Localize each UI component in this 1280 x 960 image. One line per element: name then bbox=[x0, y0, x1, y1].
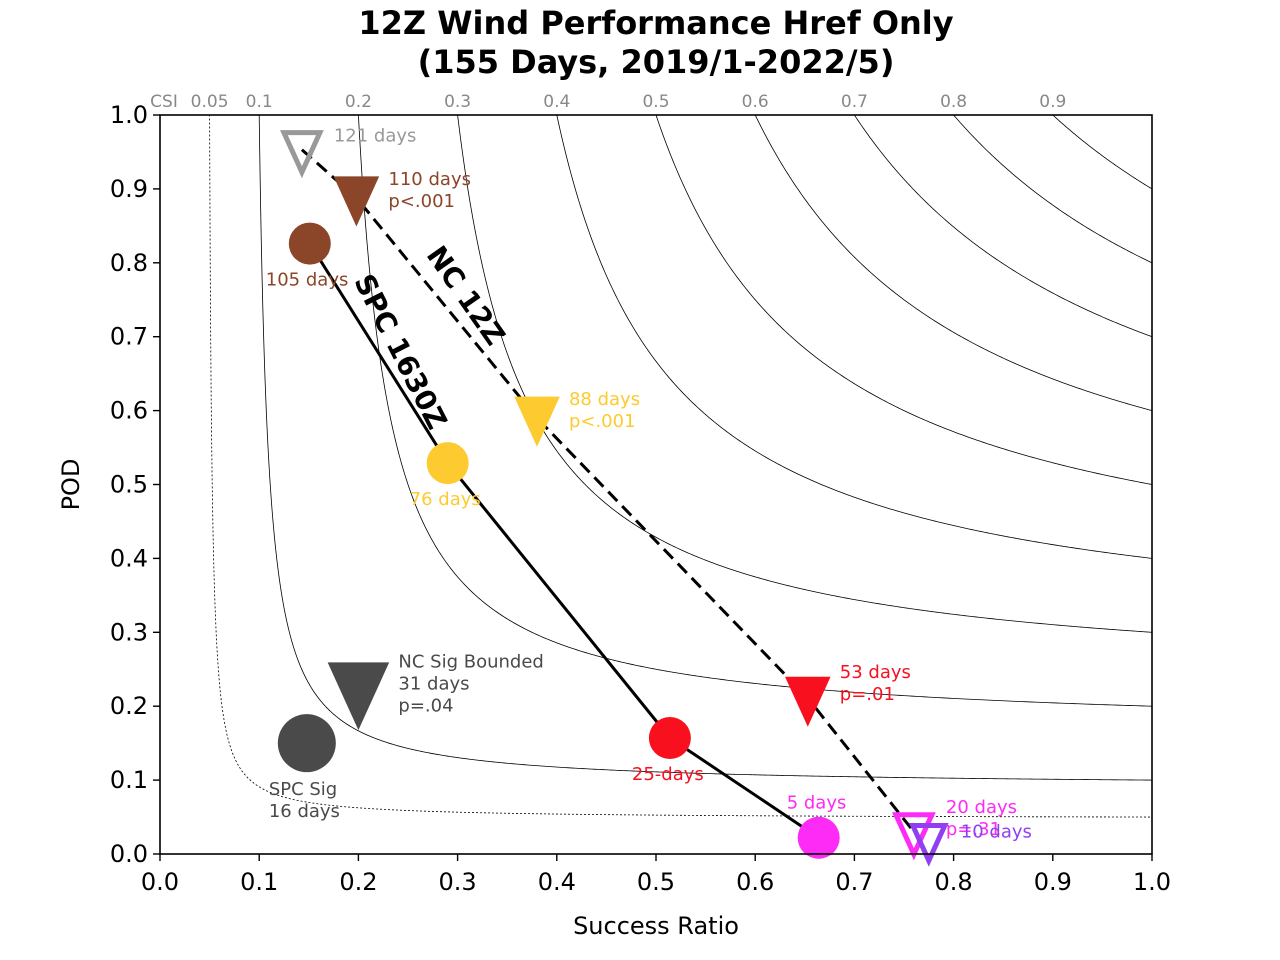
y-tick-label: 0.9 bbox=[110, 175, 148, 203]
y-tick-label: 0.5 bbox=[110, 471, 148, 499]
y-axis-label: POD bbox=[57, 459, 85, 511]
csi-tick-label: 0.1 bbox=[246, 92, 273, 112]
csi-curve bbox=[457, 115, 1152, 633]
csi-label: CSI bbox=[150, 92, 178, 112]
circle-marker bbox=[288, 222, 331, 265]
x-tick-label: 0.7 bbox=[835, 868, 873, 896]
line-label-spc-1630z: SPC 1630Z bbox=[347, 269, 453, 435]
point-label: 25-days bbox=[632, 764, 704, 785]
triangle-marker bbox=[327, 662, 390, 731]
triangle-marker bbox=[514, 396, 560, 447]
triangle-marker bbox=[785, 676, 831, 727]
series-line bbox=[308, 242, 820, 839]
point-label: 16 days bbox=[269, 801, 340, 822]
point-label: 88 days bbox=[569, 389, 640, 410]
csi-curve bbox=[655, 115, 1152, 485]
y-tick-label: 0.7 bbox=[110, 323, 148, 351]
circle-marker bbox=[277, 714, 336, 773]
csi-tick-label: 0.4 bbox=[543, 92, 570, 112]
csi-labels: 0.05 0.1 0.2 0.3 0.4 0.5 0.6 0.7 0.8 0.9 CSI bbox=[150, 92, 1066, 112]
y-tick-label: 0.4 bbox=[110, 544, 148, 572]
x-tick-label: 1.0 bbox=[1133, 868, 1171, 896]
circle-marker bbox=[426, 442, 469, 485]
point-label: p=.31 bbox=[946, 819, 1001, 840]
triangle-marker bbox=[280, 130, 324, 179]
x-tick-label: 0.0 bbox=[141, 868, 179, 896]
x-tick-label: 0.5 bbox=[637, 868, 675, 896]
circle-marker bbox=[797, 816, 840, 859]
point-label: 20 days bbox=[946, 797, 1017, 818]
y-tick-label: 0.0 bbox=[110, 840, 148, 868]
point-label: 121 days bbox=[334, 126, 417, 147]
circle-marker bbox=[648, 716, 691, 759]
point-label: 76 days bbox=[410, 489, 481, 510]
csi-tick-label: 0.9 bbox=[1039, 92, 1066, 112]
series-line bbox=[300, 148, 916, 833]
point-label: p=.01 bbox=[840, 684, 895, 705]
point-label: 5 days bbox=[787, 793, 847, 814]
csi-tick-label: 0.5 bbox=[642, 92, 669, 112]
x-tick-label: 0.1 bbox=[240, 868, 278, 896]
chart-title-line2: (155 Days, 2019/1-2022/5) bbox=[418, 43, 895, 81]
csi-curve bbox=[953, 115, 1152, 264]
x-tick-label: 0.9 bbox=[1034, 868, 1072, 896]
point-label: 10 days bbox=[961, 822, 1032, 843]
point-label: p<.001 bbox=[388, 191, 455, 212]
x-tick-label: 0.2 bbox=[339, 868, 377, 896]
y-tick-label: 0.2 bbox=[110, 692, 148, 720]
csi-curve bbox=[556, 115, 1152, 559]
point-label: NC Sig Bounded bbox=[398, 651, 543, 672]
y-tick-label: 0.3 bbox=[110, 618, 148, 646]
x-axis-label: Success Ratio bbox=[573, 912, 739, 940]
point-label: p=.04 bbox=[398, 695, 453, 716]
csi-curve bbox=[358, 115, 1152, 707]
csi-tick-label: 0.6 bbox=[742, 92, 769, 112]
x-tick-label: 0.6 bbox=[736, 868, 774, 896]
y-tick-label: 0.8 bbox=[110, 249, 148, 277]
point-label: SPC Sig bbox=[269, 779, 337, 800]
point-label: 31 days bbox=[398, 673, 469, 694]
x-tick-label: 0.8 bbox=[935, 868, 973, 896]
x-axis: 0.0 0.1 0.2 0.3 0.4 0.5 0.6 0.7 0.8 0.9 1.0 bbox=[141, 854, 1171, 896]
point-label: 110 days bbox=[388, 169, 471, 190]
csi-curve bbox=[853, 115, 1152, 338]
csi-curve bbox=[1052, 115, 1152, 190]
point-label: p<.001 bbox=[569, 411, 636, 432]
triangle-marker bbox=[333, 176, 380, 227]
csi-curve bbox=[258, 115, 1152, 781]
y-axis: 0.0 0.1 0.2 0.3 0.4 0.5 0.6 0.7 0.8 0.9 1.0 bbox=[110, 101, 160, 868]
csi-curve bbox=[754, 115, 1152, 411]
markers bbox=[277, 130, 949, 867]
csi-tick-label: 0.8 bbox=[940, 92, 967, 112]
csi-tick-label: 0.05 bbox=[191, 92, 229, 112]
y-tick-label: 1.0 bbox=[110, 101, 148, 129]
csi-tick-label: 0.2 bbox=[345, 92, 372, 112]
csi-curves bbox=[209, 115, 1152, 818]
series-lines bbox=[300, 148, 916, 839]
csi-tick-label: 0.7 bbox=[841, 92, 868, 112]
csi-tick-label: 0.3 bbox=[444, 92, 471, 112]
point-label: 105 days bbox=[266, 270, 349, 291]
triangle-marker bbox=[908, 823, 949, 867]
triangle-marker bbox=[892, 812, 936, 861]
y-tick-label: 0.1 bbox=[110, 766, 148, 794]
x-tick-label: 0.3 bbox=[439, 868, 477, 896]
y-tick-label: 0.6 bbox=[110, 397, 148, 425]
chart-title-line1: 12Z Wind Performance Href Only bbox=[358, 4, 953, 42]
x-tick-label: 0.4 bbox=[538, 868, 576, 896]
line-label-nc-12z: NC 12Z bbox=[420, 240, 512, 351]
point-label: 53 days bbox=[840, 662, 911, 683]
